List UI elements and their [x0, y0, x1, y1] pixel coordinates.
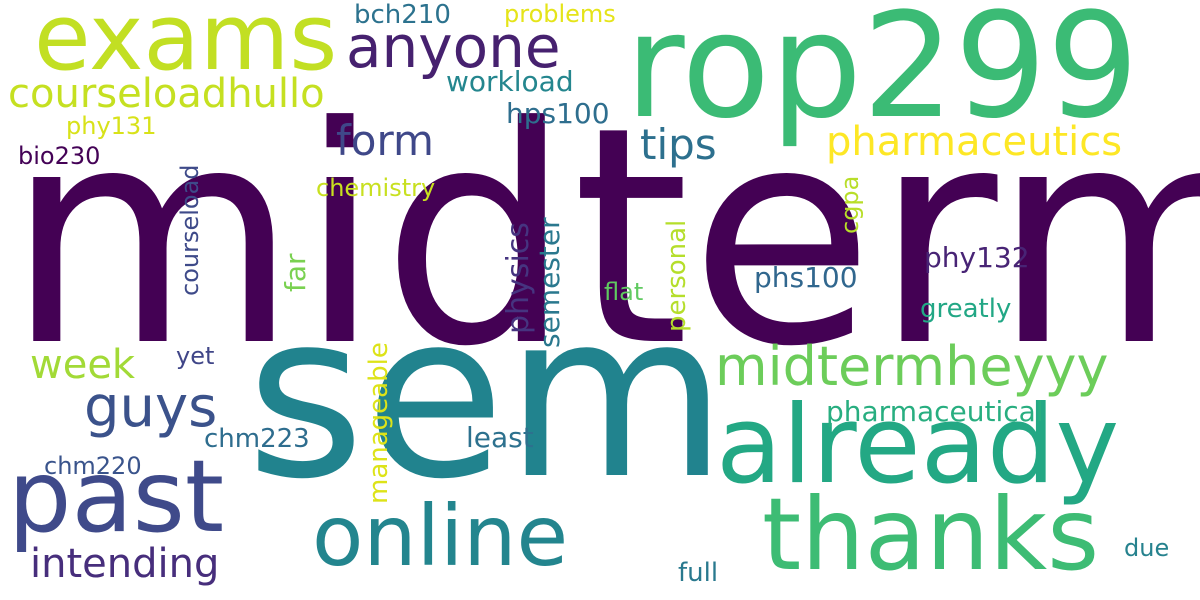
word-courseloadhullo: courseloadhullo: [8, 71, 325, 117]
word-far: chemistry: [316, 174, 436, 202]
word-online: online: [312, 487, 569, 585]
word-phs100: phs100: [754, 261, 858, 294]
word-courseload: far: [279, 253, 312, 292]
word-pharmaceutics: pharmaceutics: [826, 119, 1123, 165]
word-sem: sem: [246, 263, 728, 529]
word-greatly: greatly: [920, 294, 1012, 324]
word-chm223: chm223: [204, 424, 310, 454]
word-least: least: [466, 421, 534, 454]
word-phy131: phy131: [66, 112, 157, 140]
word-full: full: [678, 558, 719, 588]
word-already: already: [716, 383, 1120, 508]
word-rop299: rop299: [625, 0, 1139, 151]
word-personal: personal: [662, 219, 692, 332]
word-thanks: thanks: [762, 476, 1100, 593]
word-manageable: manageable: [364, 342, 394, 504]
word-phy132: phy132: [924, 241, 1030, 274]
word-chm220: chm220: [44, 452, 142, 480]
word-midterm: midterm: [6, 63, 1200, 412]
word-semester: semester: [533, 217, 566, 348]
word-flat: flat: [604, 278, 644, 306]
word-due: due: [1124, 534, 1170, 562]
word-bio230: bio230: [18, 142, 101, 170]
word-tips: tips: [640, 120, 717, 169]
word-physics: physics: [501, 222, 536, 334]
word-cgpa: cgpa: [836, 175, 864, 234]
word-form: form: [336, 116, 434, 165]
word-guys: guys: [84, 375, 218, 440]
word-yet: yet: [176, 342, 215, 370]
word-past: past: [8, 438, 225, 555]
word-exams: exams: [34, 0, 338, 91]
word-hps100: hps100: [506, 97, 610, 130]
word-bch210: bch210: [354, 0, 451, 30]
word-problems: problems: [504, 0, 616, 28]
word-intending: intending: [30, 541, 220, 587]
word-pharmaceutical: pharmaceutical: [826, 395, 1044, 428]
word-chemistry: courseload: [176, 164, 204, 296]
word-workload: workload: [446, 65, 574, 98]
word-midtermheyyy: midtermheyyy: [715, 335, 1109, 398]
word-anyone: anyone: [346, 13, 561, 81]
word-week: week: [30, 342, 136, 388]
